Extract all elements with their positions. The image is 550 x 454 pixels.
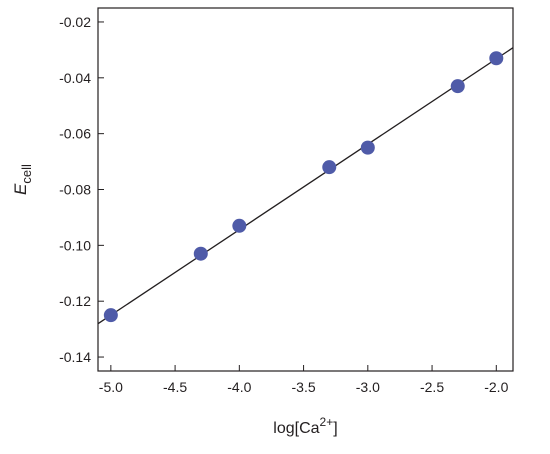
y-tick-label: -0.06 xyxy=(59,126,91,142)
x-axis: -5.0 -4.5 -4.0 -3.5 -3.0 -2.5 -2.0 xyxy=(99,365,509,395)
x-tick-label: -4.5 xyxy=(163,379,187,395)
x-axis-title: log[Ca2+] xyxy=(273,415,337,437)
data-points xyxy=(103,51,504,323)
data-point xyxy=(360,140,375,155)
y-tick-label: -0.04 xyxy=(59,70,91,86)
y-axis-title-italic: E xyxy=(11,183,30,195)
y-axis-title: Ecell xyxy=(11,164,34,195)
data-point xyxy=(322,160,337,175)
y-tick-label: -0.10 xyxy=(59,237,91,253)
x-tick-label: -2.5 xyxy=(420,379,444,395)
data-point xyxy=(232,218,247,233)
data-point xyxy=(103,308,118,323)
x-tick-label: -3.5 xyxy=(292,379,316,395)
x-axis-title-sup: 2+ xyxy=(320,415,334,429)
y-tick-label: -0.14 xyxy=(59,349,91,365)
y-tick-label: -0.02 xyxy=(59,14,91,30)
x-tick-label: -4.0 xyxy=(227,379,251,395)
x-tick-label: -3.0 xyxy=(356,379,380,395)
data-point xyxy=(450,79,465,94)
x-tick-label: -5.0 xyxy=(99,379,123,395)
y-axis-title-sub: cell xyxy=(19,164,34,184)
plot-frame xyxy=(97,7,514,372)
x-axis-title-base: log[Ca xyxy=(273,420,319,437)
fit-line xyxy=(97,47,514,325)
x-axis-title-suffix: ] xyxy=(333,420,337,437)
y-tick-label: -0.12 xyxy=(59,293,91,309)
y-axis: -0.02 -0.04 -0.06 -0.08 -0.10 -0.12 -0.14 xyxy=(59,14,104,365)
x-tick-label: -2.0 xyxy=(484,379,508,395)
data-point xyxy=(193,246,208,261)
y-tick-label: -0.08 xyxy=(59,182,91,198)
data-point xyxy=(489,51,504,66)
